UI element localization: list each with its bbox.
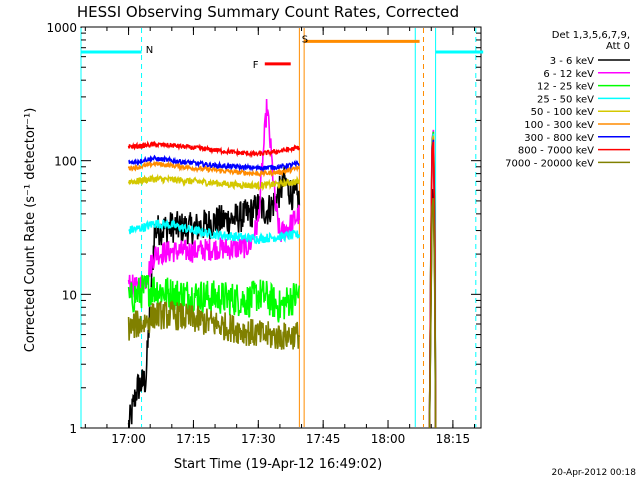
x-tick-label: 18:00 <box>371 432 406 446</box>
timestamp: 20-Apr-2012 00:18 <box>552 468 637 478</box>
x-tick-label: 17:30 <box>241 432 276 446</box>
legend-label-2: 6 - 12 keV <box>543 69 594 80</box>
y-tick-label: 1 <box>69 422 77 436</box>
x-axis-label: Start Time (19-Apr-12 16:49:02) <box>174 457 382 472</box>
legend-label-5: 50 - 100 keV <box>531 107 595 118</box>
orbit-label-S: S <box>302 34 308 45</box>
legend-label-1: 3 - 6 keV <box>550 56 594 67</box>
series-line-2 <box>127 98 437 429</box>
legend: Det 1,3,5,6,7,9,Att 0 3 - 6 keV 6 - 12 keV… <box>505 30 630 169</box>
y-tick-label: 100 <box>54 155 77 169</box>
legend-label-4: 25 - 50 keV <box>537 94 594 105</box>
chart-title: HESSI Observing Summary Count Rates, Cor… <box>77 3 459 21</box>
plot-area: N S F <box>80 28 484 429</box>
x-tick-label: 18:15 <box>436 432 471 446</box>
legend-label-8: 800 - 7000 keV <box>518 146 594 157</box>
legend-header-0: Det 1,3,5,6,7,9, <box>552 30 630 41</box>
y-axis-ticks: 1 10 100 1000 <box>46 21 481 436</box>
orbit-label-N: N <box>146 45 153 56</box>
y-axis-label: Corrected Count Rate (s⁻¹ detector⁻¹) <box>23 108 38 353</box>
y-tick-label: 1000 <box>46 21 77 35</box>
flare-label: F <box>253 60 259 71</box>
legend-label-6: 100 - 300 keV <box>524 120 594 131</box>
x-tick-label: 17:45 <box>306 432 341 446</box>
legend-label-3: 12 - 25 keV <box>537 82 594 93</box>
legend-label-7: 300 - 800 keV <box>524 133 594 144</box>
legend-header-1: Att 0 <box>606 41 630 52</box>
series-line-9 <box>127 197 437 429</box>
x-tick-label: 17:00 <box>111 432 146 446</box>
x-tick-label: 17:15 <box>176 432 211 446</box>
x-axis-ticks: 17:00 17:15 17:30 17:45 18:00 18:15 <box>84 27 476 446</box>
y-tick-label: 10 <box>62 288 77 302</box>
legend-label-9: 7000 - 20000 keV <box>505 158 594 169</box>
